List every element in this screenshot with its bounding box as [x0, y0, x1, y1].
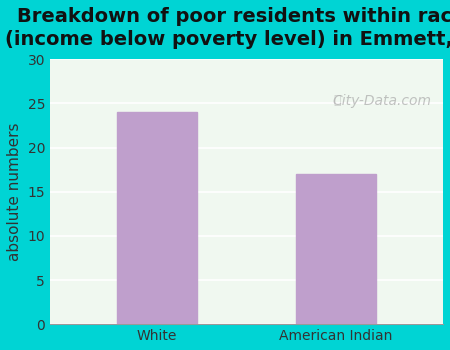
- Text: 🔍: 🔍: [333, 94, 341, 107]
- Text: City-Data.com: City-Data.com: [332, 94, 431, 108]
- Bar: [117, 112, 198, 324]
- Y-axis label: absolute numbers: absolute numbers: [7, 122, 22, 261]
- Bar: [296, 174, 376, 324]
- Title: Breakdown of poor residents within races
(income below poverty level) in Emmett,: Breakdown of poor residents within races…: [4, 7, 450, 49]
